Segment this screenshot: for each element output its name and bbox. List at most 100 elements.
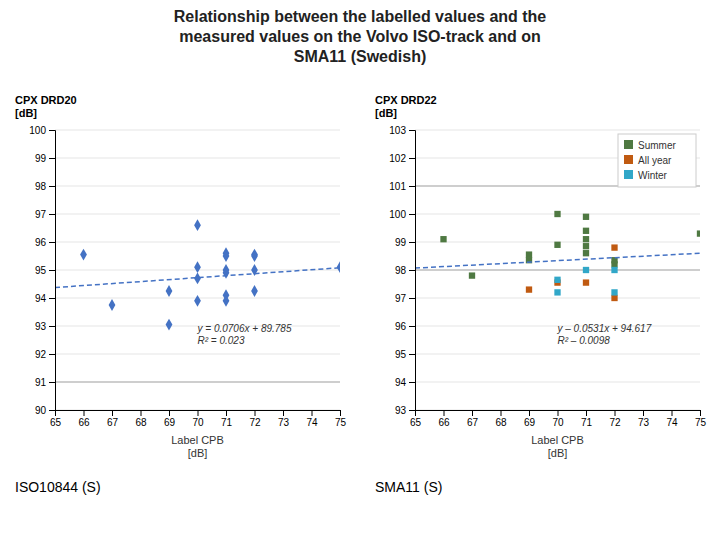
tick-mark (409, 242, 415, 243)
tick-label: 71 (581, 417, 593, 428)
tick: 98 (35, 181, 55, 192)
point (526, 286, 532, 292)
tick: 99 (395, 237, 415, 248)
tick: 69 (524, 410, 536, 428)
tick: 95 (35, 265, 55, 276)
point (583, 228, 589, 234)
y-axis: 90919293949596979899100 (29, 125, 55, 416)
tick: 74 (666, 410, 678, 428)
point (223, 250, 230, 262)
tick-label: 66 (438, 417, 450, 428)
tick-mark (226, 410, 227, 416)
tick-label: 75 (695, 417, 707, 428)
tick-label: 98 (35, 181, 47, 192)
tick: 99 (35, 153, 55, 164)
y-axis: 93949596979899100101102103 (389, 125, 415, 416)
tick: 93 (35, 321, 55, 332)
tick-mark (672, 410, 673, 416)
y-axis-title: CPX DRD22[dB] (375, 94, 437, 119)
trend-line (55, 268, 340, 288)
tick: 74 (306, 410, 318, 428)
point (583, 214, 589, 220)
grid-line (415, 298, 700, 299)
tick-mark (49, 158, 55, 159)
point (194, 219, 201, 231)
point (251, 250, 258, 262)
tick-mark (472, 410, 473, 416)
tick: 68 (495, 410, 507, 428)
tick-mark (141, 410, 142, 416)
tick-label: 99 (35, 153, 47, 164)
y-axis-title: CPX DRD20[dB] (15, 94, 77, 119)
tick-label: 73 (278, 417, 290, 428)
tick-label: 95 (35, 265, 47, 276)
axis-line (49, 131, 56, 411)
text-line: SMA11 (Swedish) (294, 48, 426, 65)
tick: 96 (35, 237, 55, 248)
point (80, 249, 87, 261)
legend-label: Winter (638, 170, 668, 181)
tick-label: 72 (249, 417, 261, 428)
text-line: Label CPB (531, 434, 584, 446)
tick: 65 (50, 410, 62, 428)
grid-line (415, 270, 700, 271)
x-axis: 6566676869707172737475 (50, 410, 347, 428)
grid (415, 130, 700, 410)
tick-mark (558, 410, 559, 416)
tick: 68 (135, 410, 147, 428)
point (611, 244, 617, 250)
point (469, 272, 475, 278)
grid-line (55, 186, 340, 187)
tick-mark (501, 410, 502, 416)
legend-label: Summer (638, 140, 676, 151)
tick: 66 (438, 410, 450, 428)
legend-item: Winter (624, 170, 668, 181)
tick-label: 93 (35, 321, 47, 332)
point (194, 295, 201, 307)
point (166, 285, 173, 297)
legend-label: All year (638, 155, 672, 166)
tick-label: 66 (78, 417, 90, 428)
legend-swatch (624, 140, 633, 149)
tick-mark (49, 214, 55, 215)
tick-mark (340, 410, 341, 416)
tick-label: 73 (638, 417, 650, 428)
tick: 72 (609, 410, 621, 428)
point (223, 267, 230, 279)
text-line: measured values on the Volvo ISO-track a… (179, 28, 541, 45)
text-line: [dB] (15, 107, 37, 119)
text-line: CPX DRD20 (15, 94, 77, 106)
text-line: [dB] (375, 107, 397, 119)
grid-line (55, 158, 340, 159)
text-line: Relationship between the labelled values… (174, 8, 547, 25)
tick-label: 97 (395, 293, 407, 304)
point (526, 251, 532, 257)
legend-item: All year (624, 155, 672, 166)
tick-label: 99 (395, 237, 407, 248)
panel: 6566676869707172737475939495969798991001… (375, 94, 706, 495)
tick: 93 (395, 405, 415, 416)
tick: 90 (35, 405, 55, 416)
tick-label: 65 (410, 417, 422, 428)
tick-label: 74 (666, 417, 678, 428)
point (583, 279, 589, 285)
text-line: CPX DRD22 (375, 94, 437, 106)
text-line: [dB] (548, 447, 568, 459)
tick: 94 (35, 293, 55, 304)
tick: 94 (395, 377, 415, 388)
tick-label: 100 (29, 125, 46, 136)
tick-mark (409, 382, 415, 383)
tick: 96 (395, 321, 415, 332)
tick-label: 70 (552, 417, 564, 428)
legend-item: Summer (624, 140, 676, 151)
tick-mark (529, 410, 530, 416)
text-line: Label CPB (171, 434, 224, 446)
tick-mark (49, 298, 55, 299)
text-line: y = 0.0706x + 89.785 (197, 323, 292, 334)
tick-mark (49, 326, 55, 327)
tick: 67 (467, 410, 479, 428)
tick: 73 (638, 410, 650, 428)
tick: 73 (278, 410, 290, 428)
tick-mark (409, 354, 415, 355)
tick-label: 97 (35, 209, 47, 220)
